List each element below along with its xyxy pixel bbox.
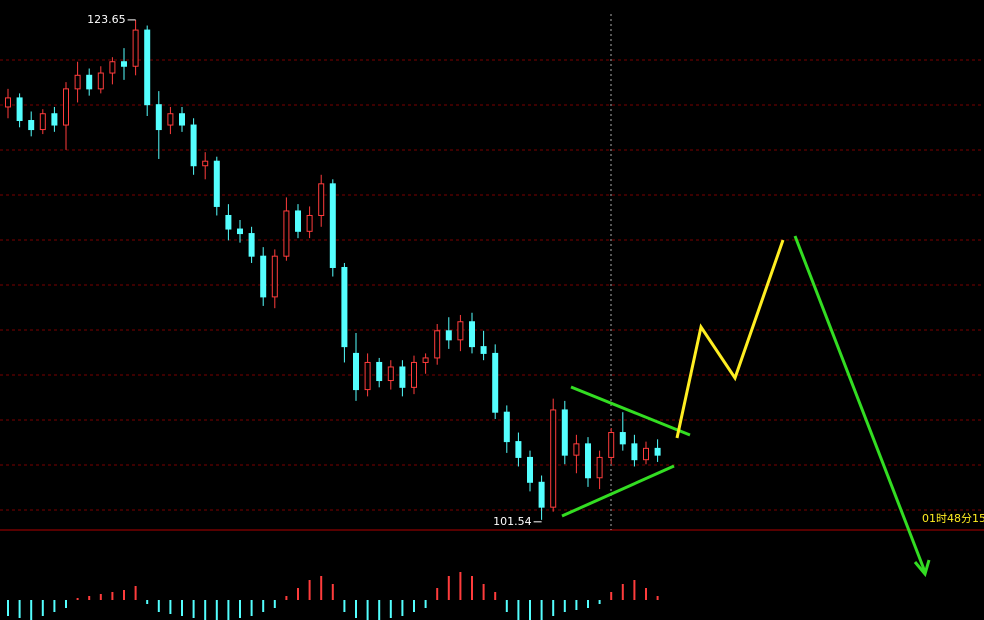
candle-body [538,481,545,508]
triangle-lower [561,464,675,518]
candle-body [341,266,348,348]
candle-body [515,441,522,458]
candle-body [631,443,638,461]
candle-body [237,228,243,235]
candle-body [492,352,499,413]
candle-body [190,124,197,167]
candle-body [5,97,11,108]
candle-body [144,29,151,106]
candle-body [480,346,487,354]
candle-body [573,443,580,456]
candle-body [654,447,661,456]
candle-body [121,61,127,67]
candle-body [225,214,232,230]
candle-body [561,409,568,456]
candle-body [329,183,336,268]
crosshair-label: 01时48分15 [922,512,984,525]
candle-body [585,443,591,479]
candle-body [527,456,533,483]
candle-body [155,104,162,131]
candle-body [503,411,510,443]
arrow-head [913,559,931,578]
projection-down [793,235,927,573]
candle-body [422,357,429,363]
candle-body [643,447,649,461]
candle-body [608,432,615,458]
min-label: 101.54 [493,515,532,528]
candle-body [619,432,626,445]
candle-body [445,330,452,341]
candle-body [248,233,255,257]
candle-body [434,330,441,359]
candle-body [283,210,290,257]
candle-body [86,74,93,90]
candle-body [295,210,301,232]
candle-body [179,113,185,126]
macd-panel [7,572,659,620]
candle-body [364,361,371,391]
candle-body [399,366,406,388]
candle-body [109,61,116,74]
candle-body [550,409,557,508]
candle-body [353,352,359,391]
candle-body [202,160,209,167]
candle-body [469,321,475,348]
candle-body [63,88,69,126]
max-label: 123.65 [87,13,126,26]
grid [0,59,984,511]
candle-body [213,160,220,207]
candle-body [376,361,383,382]
candle-body [318,183,325,216]
candle-body [16,97,23,122]
candle-body [132,29,139,67]
candle-body [74,74,81,90]
triangle-upper [570,385,691,437]
projection-up [675,239,785,439]
annotations [561,235,931,578]
candle-body [97,72,104,90]
candle-body [167,113,174,126]
candle-body [51,113,58,126]
candles [5,19,661,520]
candle-body [39,113,46,131]
candle-body [387,366,394,382]
candle-body [28,120,35,131]
candle-body [260,255,267,298]
candle-body [411,361,417,388]
candle-body [457,321,464,341]
candle-body [596,456,603,479]
candle-body [271,255,278,298]
candle-body [306,214,313,232]
